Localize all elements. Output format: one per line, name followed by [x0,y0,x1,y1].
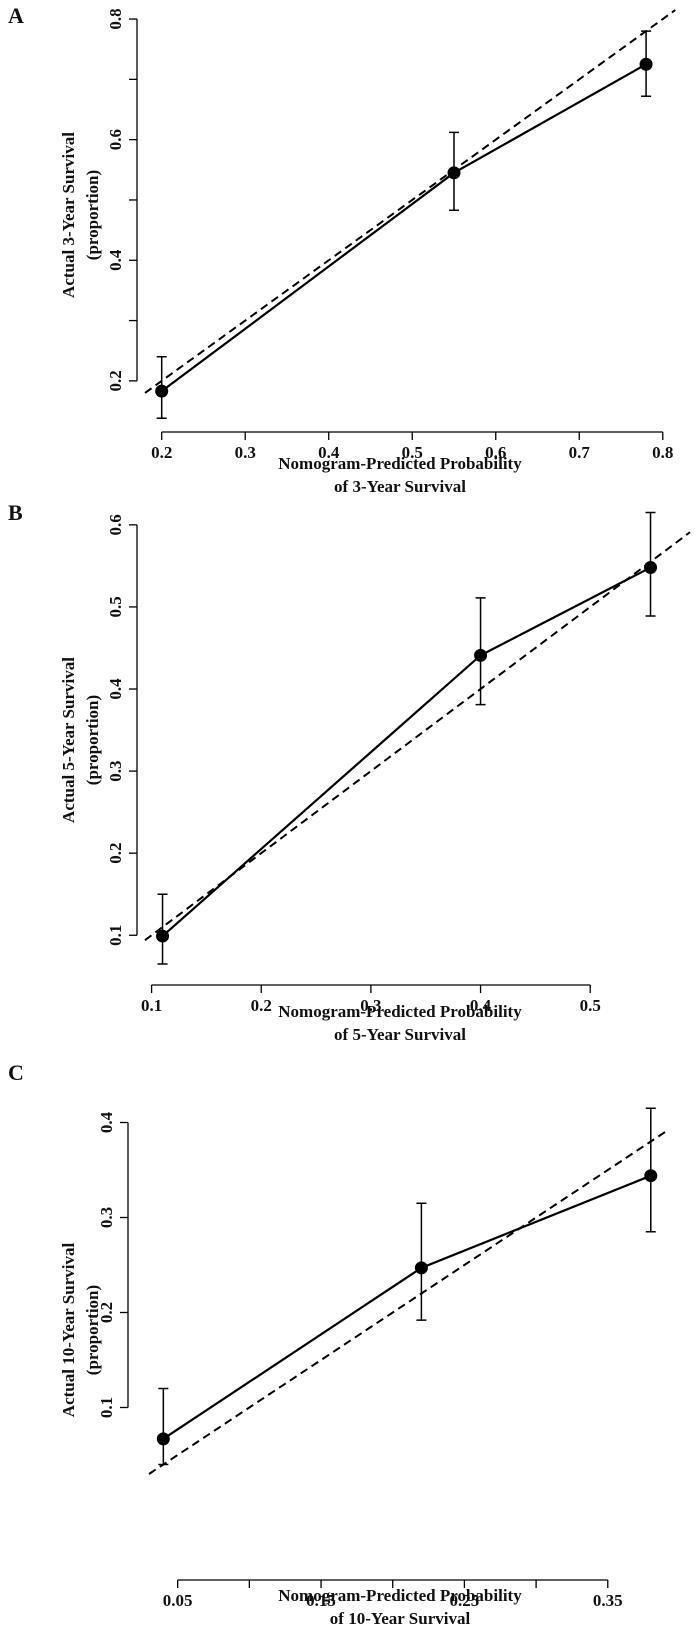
y-tick-label: 0.8 [106,8,125,29]
calibration-line [161,63,647,393]
x-tick-label: 0.3 [235,443,256,462]
y-axis-label: (proportion) [83,1285,102,1375]
x-tick-label: 0.3 [360,996,381,1015]
panel-label: C [8,1060,24,1085]
point [155,384,169,398]
x-tick-label: 0.5 [402,443,423,462]
x-tick-label: 0.35 [593,1591,623,1610]
x-axis-label: Nomogram-Predicted Probability [278,1586,522,1605]
y-tick-label: 0.4 [106,249,125,271]
point [156,929,170,943]
x-axis-label: of 3-Year Survival [334,477,466,496]
y-tick-label: 0.5 [106,596,125,617]
y-axis-label: (proportion) [83,695,102,785]
x-tick-label: 0.2 [151,443,172,462]
x-tick-label: 0.05 [163,1591,193,1610]
x-axis-label: of 10-Year Survival [330,1609,471,1628]
x-tick-label: 0.7 [569,443,591,462]
point [644,1169,658,1183]
y-axis-label: (proportion) [83,170,102,260]
y-axis-label: Actual 3-Year Survival [59,132,78,298]
x-axis-label: of 5-Year Survival [334,1025,466,1044]
x-axis-label: Nomogram-Predicted Probability [278,454,522,473]
panel-label: B [8,500,23,525]
y-axis-label: Actual 5-Year Survival [59,657,78,823]
x-tick-label: 0.25 [450,1591,480,1610]
y-tick-label: 0.3 [97,1207,116,1228]
point [474,648,488,662]
x-tick-label: 0.4 [318,443,340,462]
y-tick-label: 0.2 [106,843,125,864]
calibration-line [162,1174,652,1440]
x-tick-label: 0.1 [141,996,162,1015]
calibration-line [161,566,652,937]
y-tick-label: 0.1 [106,925,125,946]
error-bar [158,1387,169,1466]
x-tick-label: 0.2 [251,996,272,1015]
y-tick-label: 0.4 [106,678,125,700]
y-tick-label: 0.3 [106,760,125,781]
y-tick-label: 0.4 [97,1111,116,1133]
error-bar [157,893,168,965]
y-tick-label: 0.1 [97,1397,116,1418]
x-tick-label: 0.6 [485,443,506,462]
y-axis-label: Actual 10-Year Survival [59,1243,78,1418]
x-axis-label: Nomogram-Predicted Probability [278,1002,522,1021]
point [644,561,658,575]
y-tick-label: 0.2 [97,1302,116,1323]
x-tick-label: 0.4 [470,996,492,1015]
y-tick-label: 0.2 [106,370,125,391]
point [639,57,653,71]
y-tick-label: 0.6 [106,514,125,535]
x-tick-label: 0.5 [580,996,601,1015]
x-tick-label: 0.15 [306,1591,336,1610]
panel-label: A [8,3,24,28]
x-tick-label: 0.8 [652,443,673,462]
point [156,1432,170,1446]
ideal-line [144,9,676,394]
point [414,1261,428,1275]
point [447,166,461,180]
y-tick-label: 0.6 [106,129,125,150]
ideal-line [148,1129,669,1475]
ideal-line [144,531,691,941]
